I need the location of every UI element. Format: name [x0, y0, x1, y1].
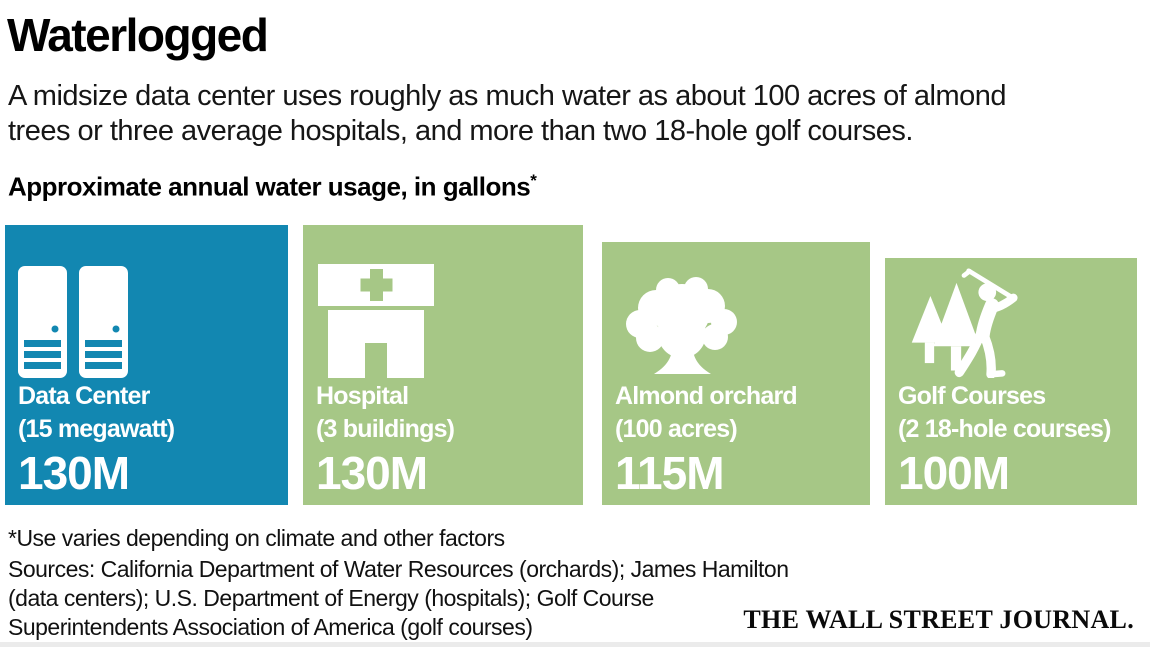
tile-label: Hospital: [316, 382, 409, 410]
subtitle: A midsize data center uses roughly as mu…: [8, 79, 1007, 149]
hospital-icon: [318, 264, 579, 378]
tile-hospital: Hospital (3 buildings) 130M: [303, 225, 583, 505]
footnote: *Use varies depending on climate and oth…: [8, 525, 505, 551]
tile-data-center: Data Center (15 megawatt) 130M: [5, 225, 288, 505]
bottom-border: [0, 642, 1150, 647]
tile-detail: (100 acres): [615, 415, 738, 443]
almond-tree-icon: [620, 276, 866, 378]
footnote-marker: *: [530, 171, 537, 190]
wsj-logo: THE WALL STREET JOURNAL.: [743, 605, 1134, 634]
golfer-icon: [905, 268, 1133, 379]
page-title: Waterlogged: [7, 9, 269, 61]
tile-value: 100M: [898, 447, 1010, 499]
subtitle-line-2: trees or three average hospitals, and mo…: [8, 115, 913, 147]
tile-value: 130M: [18, 447, 130, 499]
tile-detail: (3 buildings): [316, 415, 455, 443]
chart-title: Approximate annual water usage, in gallo…: [8, 171, 537, 202]
tile-value: 130M: [316, 447, 428, 499]
sources-line-1: Sources: California Department of Water …: [8, 556, 789, 582]
server-racks-icon: [18, 266, 284, 378]
sources: Sources: California Department of Water …: [8, 555, 789, 642]
tile-detail: (15 megawatt): [18, 415, 175, 443]
tile-almond-orchard: Almond orchard (100 acres) 115M: [602, 242, 870, 505]
tile-label: Almond orchard: [615, 382, 798, 410]
sources-line-3: Superintendents Association of America (…: [8, 614, 533, 640]
tile-value: 115M: [615, 447, 725, 499]
tile-label: Data Center: [18, 382, 150, 410]
sources-line-2: (data centers); U.S. Department of Energ…: [8, 585, 654, 611]
tile-golf-courses: Golf Courses (2 18-hole courses) 100M: [885, 258, 1137, 505]
tile-label: Golf Courses: [898, 382, 1046, 410]
tile-detail: (2 18-hole courses): [898, 415, 1111, 443]
subtitle-line-1: A midsize data center uses roughly as mu…: [8, 80, 1007, 112]
